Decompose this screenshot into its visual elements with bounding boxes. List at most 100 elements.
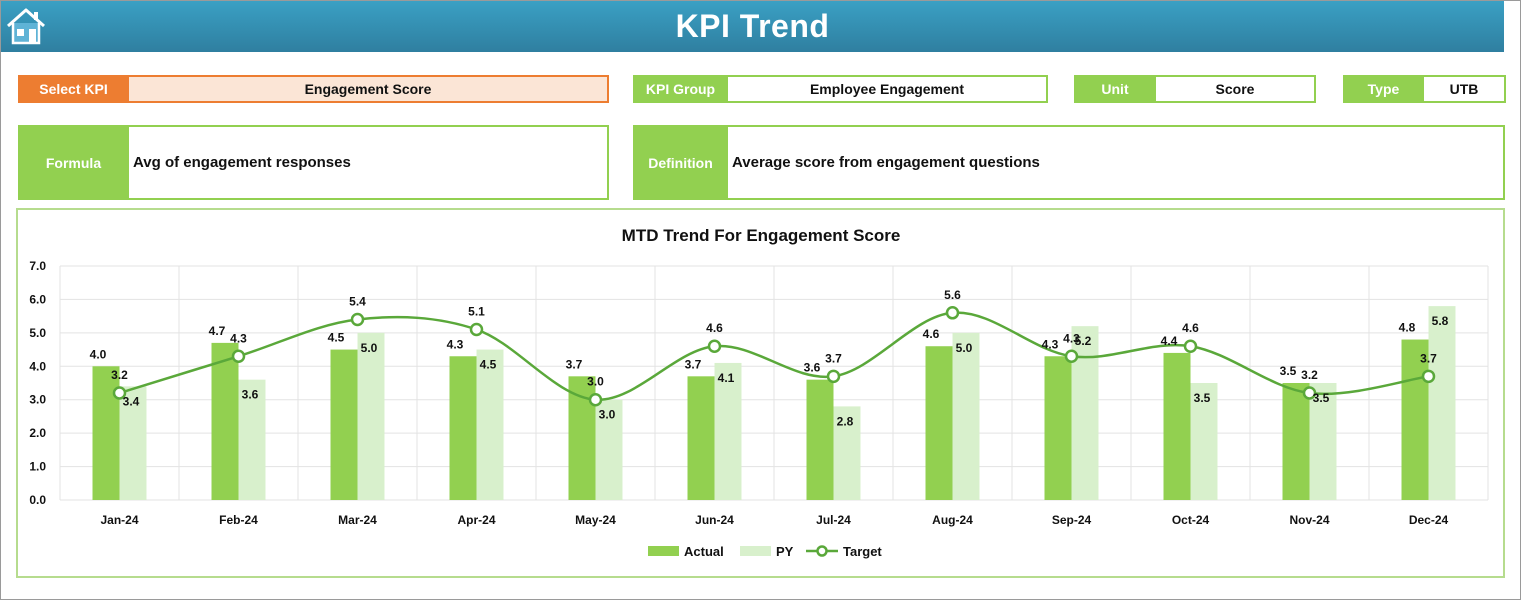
py-data-label: 4.5 [480,358,497,372]
x-tick-label: Jan-24 [100,513,138,527]
py-bar [238,379,266,500]
select-kpi-dropdown[interactable]: Engagement Score [129,75,609,103]
home-icon[interactable] [5,6,47,46]
legend-actual-label: Actual [684,544,724,559]
kpi-group-label: KPI Group [633,75,728,103]
unit-field: Unit Score [1074,75,1316,103]
type-value: UTB [1424,75,1506,103]
actual-data-label: 4.8 [1399,321,1416,335]
x-tick-label: Apr-24 [457,513,495,527]
target-point [826,369,841,384]
py-bar [1309,383,1337,500]
legend-target-label: Target [843,544,882,559]
py-data-label: 3.0 [599,408,616,422]
y-tick-label: 4.0 [29,359,46,373]
actual-data-label: 4.7 [209,324,226,338]
target-point [231,349,246,364]
py-data-label: 4.1 [718,371,735,385]
legend-py-swatch [740,546,771,556]
legend-target-marker [816,545,828,557]
py-bar [119,386,147,500]
actual-bar [211,342,239,500]
target-data-label: 4.6 [1182,321,1199,335]
py-bar [1428,306,1456,500]
py-data-label: 5.8 [1432,314,1449,328]
x-tick-label: Feb-24 [219,513,258,527]
formula-label: Formula [18,125,129,200]
py-data-label: 5.2 [1075,334,1092,348]
y-tick-label: 6.0 [29,292,46,306]
legend-py-label: PY [776,544,794,559]
py-bar [952,332,980,500]
actual-bar [806,379,834,500]
page-title: KPI Trend [675,8,830,44]
py-data-label: 3.5 [1313,391,1330,405]
py-data-label: 5.0 [361,341,378,355]
py-data-label: 2.8 [837,414,854,428]
target-data-label: 3.7 [825,351,842,365]
x-tick-label: Sep-24 [1052,513,1092,527]
definition-box: Definition Average score from engagement… [633,125,1505,200]
target-data-label: 3.2 [111,368,128,382]
target-point [1421,369,1436,384]
py-data-label: 3.4 [123,394,140,408]
actual-bar [1401,339,1429,500]
chart-title: MTD Trend For Engagement Score [622,226,901,245]
py-data-label: 3.6 [242,388,259,402]
actual-data-label: 4.5 [328,331,345,345]
type-label: Type [1343,75,1424,103]
target-data-label: 5.6 [944,288,961,302]
actual-bar [330,349,358,500]
actual-bar [1282,383,1310,500]
x-tick-label: Mar-24 [338,513,377,527]
x-tick-label: Jul-24 [816,513,851,527]
target-data-label: 4.3 [1063,331,1080,345]
unit-value: Score [1156,75,1316,103]
target-point [707,339,722,353]
y-tick-label: 3.0 [29,393,46,407]
y-tick-label: 2.0 [29,426,46,440]
py-bar [1190,383,1218,500]
target-data-label: 3.0 [587,375,604,389]
target-data-label: 5.4 [349,294,366,308]
target-data-label: 5.1 [468,305,485,319]
actual-data-label: 3.7 [566,357,583,371]
actual-data-label: 3.6 [804,361,821,375]
select-kpi-field[interactable]: Select KPI Engagement Score [18,75,609,103]
py-bar [357,332,385,500]
kpi-group-field: KPI Group Employee Engagement [633,75,1048,103]
actual-data-label: 4.0 [90,347,107,361]
kpi-group-value: Employee Engagement [728,75,1048,103]
actual-bar [1044,356,1072,500]
formula-box: Formula Avg of engagement responses [18,125,609,200]
target-point [588,392,603,407]
target-point [1064,349,1079,364]
actual-bar [449,356,477,500]
unit-label: Unit [1074,75,1156,103]
y-tick-label: 5.0 [29,326,46,340]
x-tick-label: Nov-24 [1289,513,1329,527]
py-bar [833,406,861,500]
y-tick-label: 1.0 [29,460,46,474]
target-point [350,312,365,327]
type-field: Type UTB [1343,75,1506,103]
select-kpi-label: Select KPI [18,75,129,103]
py-bar [595,399,623,500]
py-bar [714,362,742,500]
header-bar: KPI Trend [1,1,1504,52]
actual-data-label: 4.4 [1161,334,1178,348]
target-point [945,306,960,320]
definition-value: Average score from engagement questions [728,125,1505,200]
target-point [1183,339,1198,353]
y-tick-label: 7.0 [29,259,46,273]
py-data-label: 3.5 [1194,391,1211,405]
actual-bar [1163,352,1191,500]
py-data-label: 5.0 [956,341,973,355]
actual-data-label: 4.3 [1042,337,1059,351]
x-tick-label: Aug-24 [932,513,973,527]
actual-data-label: 3.5 [1280,364,1297,378]
target-data-label: 4.6 [706,321,723,335]
legend-actual-swatch [648,546,679,556]
x-tick-label: Dec-24 [1409,513,1449,527]
